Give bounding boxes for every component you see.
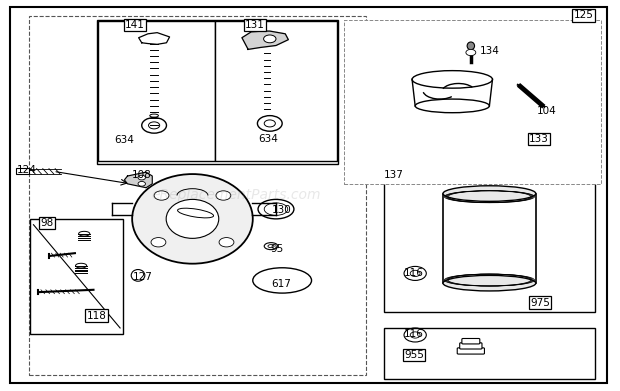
Ellipse shape xyxy=(443,186,536,201)
FancyBboxPatch shape xyxy=(344,20,601,184)
Text: eReplacementParts.com: eReplacementParts.com xyxy=(151,188,321,203)
Ellipse shape xyxy=(132,174,253,264)
Text: 134: 134 xyxy=(479,47,499,56)
Ellipse shape xyxy=(443,275,536,291)
Circle shape xyxy=(466,49,476,56)
Text: 137: 137 xyxy=(384,170,404,180)
Text: 634: 634 xyxy=(258,134,278,144)
Text: 116: 116 xyxy=(404,329,424,339)
Circle shape xyxy=(138,175,146,180)
FancyBboxPatch shape xyxy=(384,168,595,312)
Polygon shape xyxy=(242,31,288,49)
Text: 118: 118 xyxy=(87,310,107,321)
FancyBboxPatch shape xyxy=(10,7,607,382)
Text: 131: 131 xyxy=(245,20,265,30)
Text: 955: 955 xyxy=(404,350,424,360)
Ellipse shape xyxy=(467,42,474,50)
Text: 141: 141 xyxy=(125,20,145,30)
Text: 133: 133 xyxy=(529,134,549,144)
FancyBboxPatch shape xyxy=(16,168,29,174)
Text: 95: 95 xyxy=(270,244,283,254)
Text: 98: 98 xyxy=(40,218,54,228)
Text: 124: 124 xyxy=(17,165,37,175)
Text: 116: 116 xyxy=(404,269,424,278)
FancyBboxPatch shape xyxy=(462,339,480,344)
FancyBboxPatch shape xyxy=(457,348,484,354)
FancyBboxPatch shape xyxy=(384,41,595,151)
Circle shape xyxy=(219,238,234,247)
Text: 127: 127 xyxy=(133,272,153,282)
Text: 975: 975 xyxy=(530,298,550,308)
Text: 617: 617 xyxy=(271,279,291,289)
Text: 104: 104 xyxy=(536,106,556,116)
Circle shape xyxy=(216,191,231,200)
Polygon shape xyxy=(125,172,153,188)
Circle shape xyxy=(138,181,146,186)
Text: 130: 130 xyxy=(272,205,292,215)
Text: 634: 634 xyxy=(115,135,135,145)
Ellipse shape xyxy=(166,199,219,239)
FancyBboxPatch shape xyxy=(443,194,536,283)
Text: 125: 125 xyxy=(574,11,593,20)
FancyBboxPatch shape xyxy=(98,21,215,161)
FancyBboxPatch shape xyxy=(29,16,366,375)
Circle shape xyxy=(264,35,276,43)
Circle shape xyxy=(151,238,166,247)
FancyBboxPatch shape xyxy=(215,21,337,161)
FancyBboxPatch shape xyxy=(97,20,338,164)
Text: 108: 108 xyxy=(132,170,152,180)
Circle shape xyxy=(154,191,169,200)
FancyBboxPatch shape xyxy=(459,343,482,349)
FancyBboxPatch shape xyxy=(384,328,595,378)
FancyBboxPatch shape xyxy=(30,219,123,334)
